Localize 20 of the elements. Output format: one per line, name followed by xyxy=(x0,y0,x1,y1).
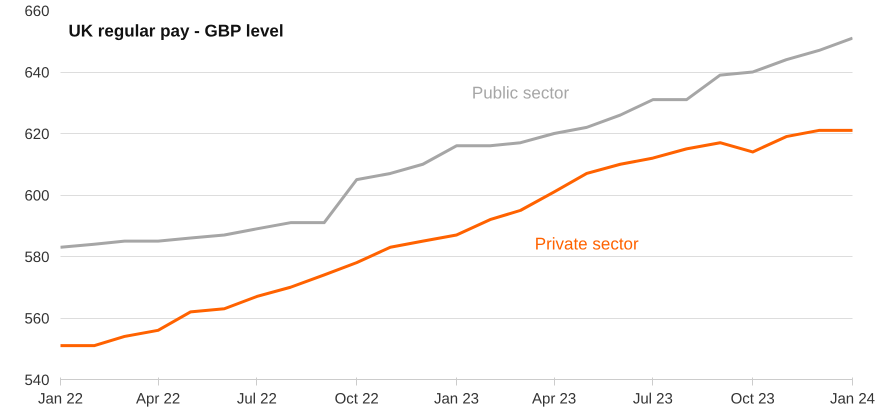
y-tick-label: 580 xyxy=(24,249,50,266)
x-tick-label: Jul 23 xyxy=(632,390,673,408)
x-tick-label: Oct 22 xyxy=(334,390,379,408)
line-series xyxy=(60,128,852,348)
x-tick-label: Jan 23 xyxy=(434,390,480,408)
text: UK regular pay - GBP level xyxy=(68,22,284,40)
y-tick-label: 620 xyxy=(24,126,50,143)
series-label: Public sector xyxy=(472,84,570,103)
y-tick-label: 560 xyxy=(24,310,50,328)
y-tick-label: 660 xyxy=(24,3,50,20)
x-tick-label: Jan 24 xyxy=(830,390,876,408)
y-tick-label: 540 xyxy=(24,372,50,389)
x-tick-label: Apr 23 xyxy=(532,390,576,408)
x-tick-label: Oct 23 xyxy=(730,390,775,408)
y-tick-label: 640 xyxy=(24,64,50,82)
series-label: Private sector xyxy=(534,234,639,254)
y-tick-label: 600 xyxy=(24,188,50,204)
x-tick-label: Apr 22 xyxy=(136,390,180,408)
x-tick-label: Jan 22 xyxy=(38,390,84,408)
x-tick-label: Jul 22 xyxy=(236,390,277,408)
